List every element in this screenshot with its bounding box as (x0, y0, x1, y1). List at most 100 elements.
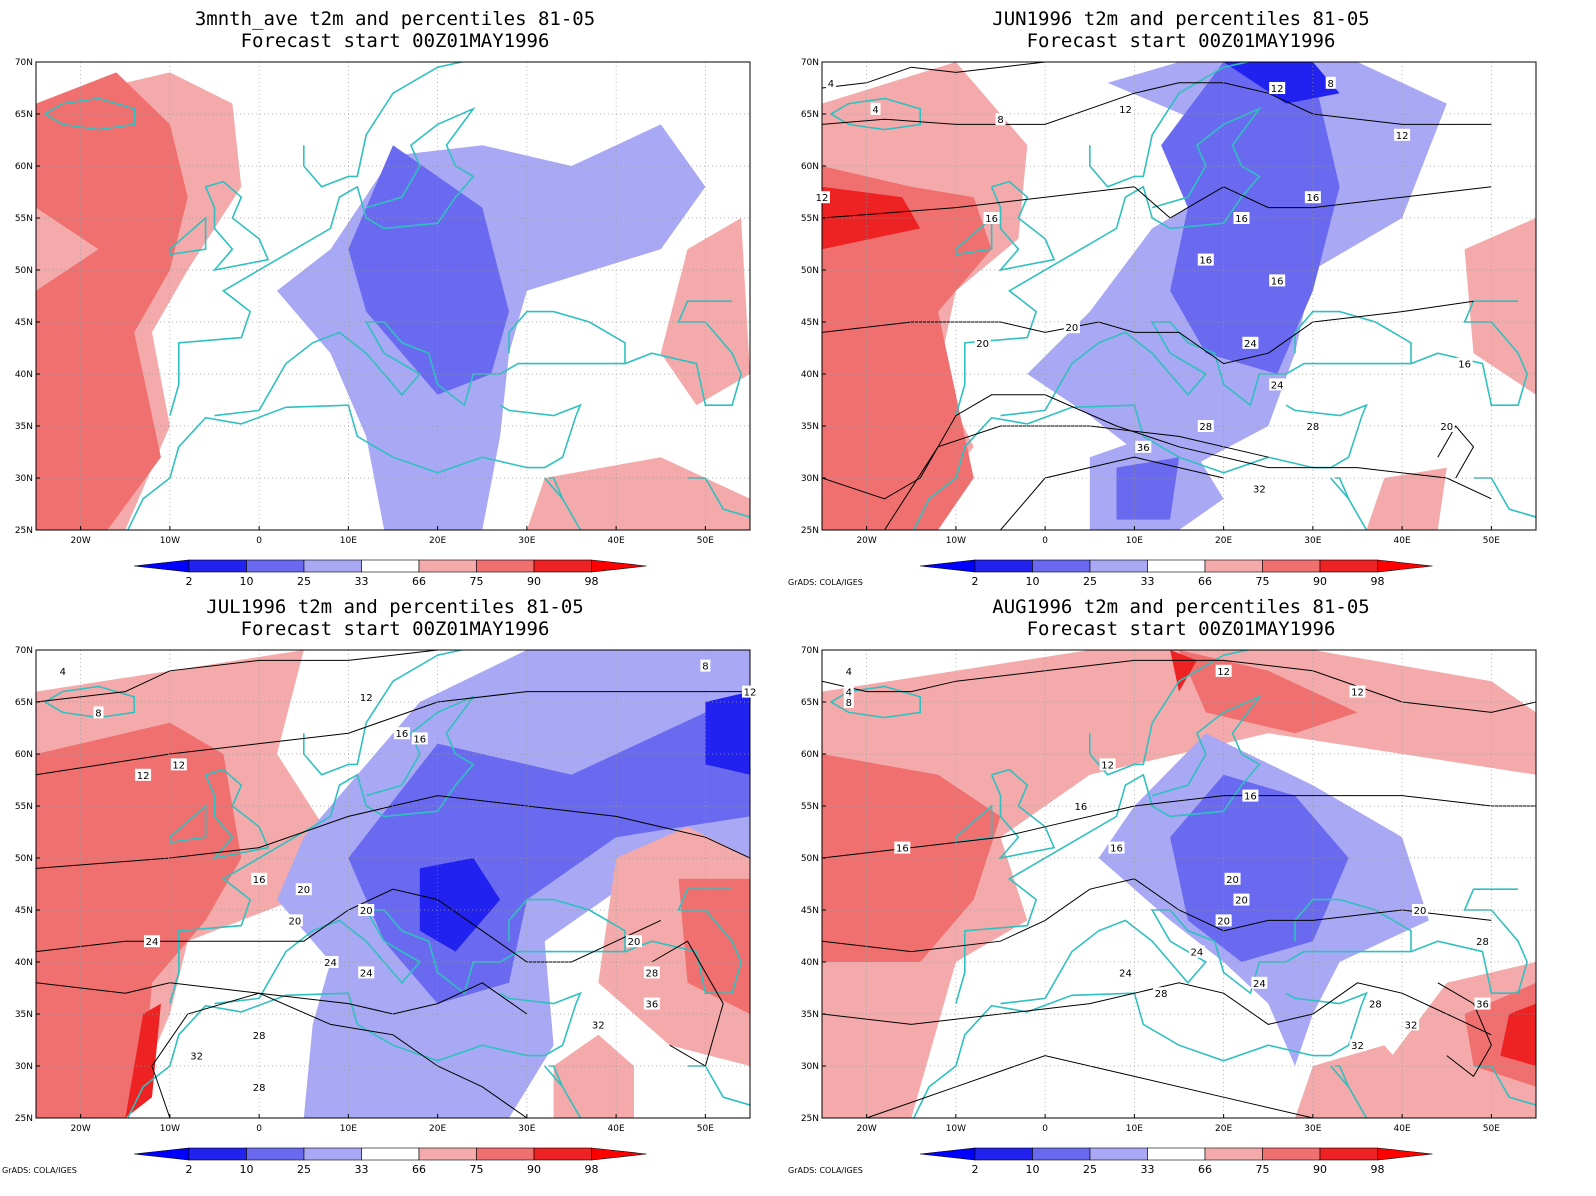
lon-tick-label: 10E (1126, 1124, 1143, 1134)
lon-tick-label: 0 (1042, 1124, 1048, 1134)
anomaly-region (1366, 467, 1447, 530)
contour-label: 24 (1271, 380, 1284, 391)
lon-tick-label: 20W (856, 536, 876, 546)
contour-label: 16 (896, 844, 909, 855)
colorbar-label: 10 (240, 1163, 254, 1176)
lat-tick-label: 70N (15, 58, 33, 68)
contour-label: 16 (1235, 214, 1248, 225)
anomaly-region (419, 858, 501, 952)
contour-label: 20 (1217, 916, 1230, 927)
coastline (204, 768, 270, 860)
coastlines (44, 62, 750, 530)
contour-label: 4 (828, 79, 834, 90)
contour-label: 20 (288, 916, 301, 927)
contour-label-bg (1269, 378, 1286, 391)
coastline (1088, 62, 1313, 188)
lat-tick-label: 30N (15, 474, 33, 484)
contour-line (822, 982, 1492, 1036)
coastline (912, 403, 1368, 530)
contour-label: 16 (1199, 256, 1212, 267)
contour-label: 32 (1351, 1041, 1364, 1052)
contour-label: 12 (816, 193, 829, 204)
colorbar-label: 98 (1371, 1163, 1385, 1176)
contour-line (151, 992, 528, 1118)
colorbar: 2 10 25 33 66 75 90 98 (133, 559, 647, 588)
contour-label: 20 (1235, 896, 1248, 907)
coastline (169, 694, 476, 1004)
contour-label: 32 (1405, 1020, 1418, 1031)
coastline (549, 477, 564, 500)
lon-tick-label: 10W (160, 536, 180, 546)
contour-label-bg (251, 1028, 268, 1041)
colorbar-label: 90 (527, 1163, 541, 1176)
colorbar-arrow-low (133, 1147, 190, 1161)
lat-tick-label: 45N (15, 906, 33, 916)
colorbar-label: 10 (240, 575, 254, 588)
contour-label-bg (358, 966, 375, 979)
panel-3month-average: 3mnth_ave t2m and percentiles 81-05 Fore… (0, 0, 790, 598)
lat-tick-label: 25N (801, 1114, 819, 1124)
lon-tick-label: 30E (1304, 1124, 1321, 1134)
contour-label-bg (843, 696, 854, 708)
map-figure: 70N 65N 60N 55N 50N 45N 40N 35N 30N 25N 20W 10W 0 10E… (788, 58, 1537, 588)
colorbar-label: 66 (1198, 575, 1212, 588)
contour-label-bg (1153, 987, 1170, 1000)
contour-label-bg (1304, 420, 1321, 432)
contour-label: 24 (360, 968, 373, 979)
panel-subtitle: Forecast start 00Z01MAY1996 (240, 30, 550, 52)
contour-label-bg (1269, 274, 1286, 287)
contour-label: 12 (360, 693, 373, 704)
contour-label-bg (742, 685, 758, 698)
contour-label-bg (322, 956, 339, 968)
panel-title: AUG1996 t2m and percentiles 81-05 (992, 596, 1370, 618)
lon-tick-label: 40E (608, 1124, 625, 1134)
contour-line (1437, 982, 1492, 1078)
coastline (1000, 310, 1412, 417)
colorbar-label: 75 (1256, 1163, 1270, 1176)
colorbar-label: 90 (1313, 575, 1327, 588)
colorbar-segment (1319, 559, 1378, 573)
contour-label-bg (1197, 253, 1214, 266)
coastlines (830, 650, 1536, 1118)
colorbar-segment (974, 1147, 1033, 1161)
contour-label: 12 (172, 760, 185, 771)
contour-label: 36 (1137, 443, 1150, 454)
colorbar-label: 33 (1141, 1163, 1155, 1176)
contour-label-bg (57, 664, 68, 677)
anomaly-region (1500, 1003, 1536, 1066)
contour-label-bg (1325, 76, 1336, 89)
colorbar-label: 66 (412, 1163, 426, 1176)
contour-label-bg (1117, 966, 1134, 979)
map-frame (35, 61, 751, 531)
colorbar-label: 2 (186, 1163, 193, 1176)
contour-label: 8 (1328, 79, 1334, 90)
coastline (912, 991, 1368, 1118)
lon-tick-label: 40E (608, 536, 625, 546)
contour-label-bg (1411, 904, 1428, 916)
lon-tick-label: 30E (1304, 536, 1321, 546)
lat-tick-label: 65N (801, 110, 819, 120)
contour-label: 4 (846, 667, 852, 678)
coastline (204, 180, 270, 272)
lon-tick-label: 20E (1215, 1124, 1232, 1134)
contour-label: 16 (1307, 193, 1320, 204)
lon-tick-label: 30E (518, 1124, 535, 1134)
anomaly-region (1170, 774, 1349, 962)
colorbar-label: 25 (1083, 575, 1097, 588)
contour-label-bg (1099, 758, 1116, 771)
contour-label-bg (251, 1080, 268, 1093)
lat-tick-label: 70N (15, 646, 33, 656)
lat-tick-label: 35N (801, 1010, 819, 1020)
contour-label-bg (995, 113, 1006, 126)
contour-label-bg (411, 732, 428, 745)
anomaly-region (822, 650, 1536, 1118)
contour-label: 20 (1226, 875, 1239, 886)
lat-tick-label: 50N (801, 266, 819, 276)
contour-line (1000, 456, 1224, 530)
coastline (302, 62, 527, 188)
colorbar-segment (1089, 1147, 1148, 1161)
coastline (624, 300, 742, 407)
colorbar-arrow-high (1377, 1147, 1433, 1161)
lon-tick-label: 10E (1126, 536, 1143, 546)
colorbar-segment (533, 559, 592, 573)
